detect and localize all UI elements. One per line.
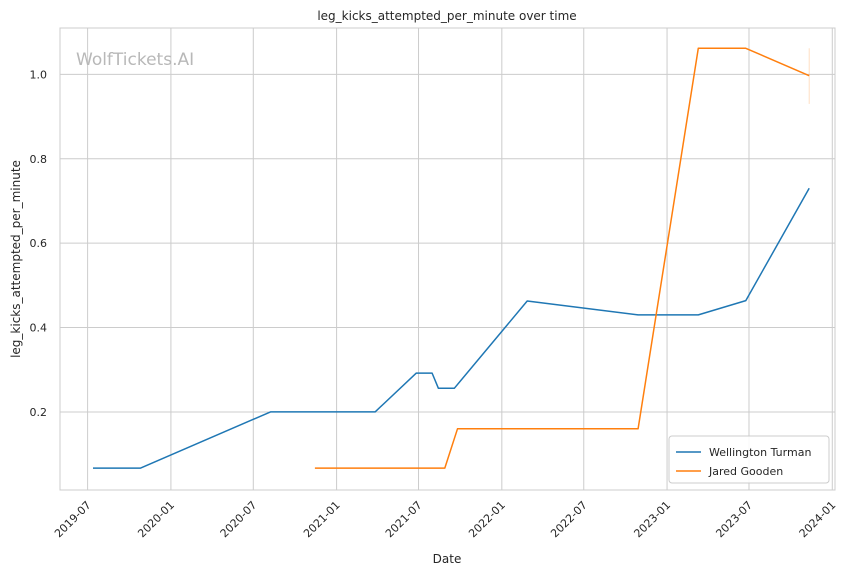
legend-label-wellington-turman: Wellington Turman: [709, 446, 811, 459]
y-tick-label: 0.8: [30, 153, 48, 166]
series-line-wellington-turman: [93, 187, 810, 469]
y-axis-ticks: 0.2 0.4 0.6 0.8 1.0: [30, 68, 48, 419]
legend-box: [668, 435, 830, 484]
x-axis-label: Date: [433, 552, 462, 566]
y-tick-label: 0.4: [30, 322, 48, 335]
plot-area-frame: [59, 27, 836, 491]
watermark: WolfTickets.AI: [76, 50, 194, 70]
y-tick-label: 0.2: [30, 406, 48, 419]
y-tick-label: 1.0: [30, 68, 48, 81]
y-axis-label: leg_kicks_attempted_per_minute: [9, 160, 23, 358]
legend: Wellington Turman Jared Gooden: [668, 435, 830, 484]
chart-title: leg_kicks_attempted_per_minute over time: [317, 9, 576, 23]
y-tick-label: 0.6: [30, 237, 48, 250]
series-layer: [93, 47, 810, 469]
grid-lines: [60, 28, 835, 490]
legend-label-jared-gooden: Jared Gooden: [708, 465, 783, 478]
series-line-jared-gooden: [314, 47, 810, 469]
